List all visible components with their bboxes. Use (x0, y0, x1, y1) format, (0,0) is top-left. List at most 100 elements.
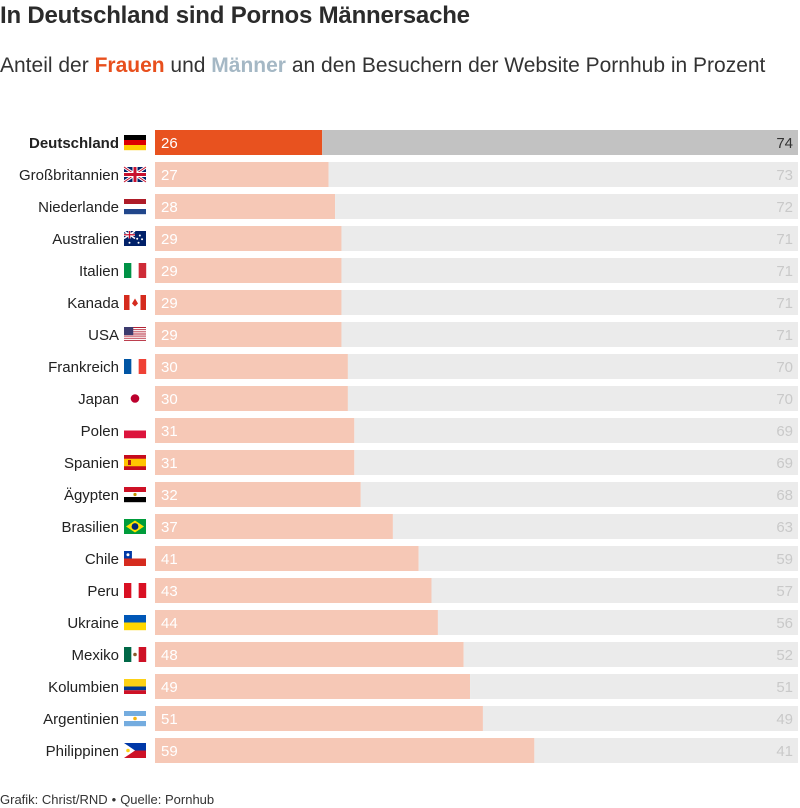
category-label: Kanada (67, 295, 119, 312)
bar-men (418, 546, 798, 571)
bar-women (155, 578, 432, 603)
bar-row-mexiko: Mexiko 48 52 (71, 642, 798, 667)
value-label-women: 32 (161, 487, 178, 504)
flag-it-icon (124, 263, 147, 278)
flag-fr-icon (124, 359, 147, 374)
bar-row-niederlande: Niederlande 28 72 (38, 194, 798, 219)
flag-nl-icon (124, 199, 146, 215)
value-label-women: 37 (161, 519, 178, 536)
chart-subtitle: Anteil der Frauen und Männer an den Besu… (0, 50, 790, 82)
flag-mx-icon (124, 647, 147, 662)
value-label-men: 69 (776, 423, 793, 440)
value-label-women: 29 (161, 231, 178, 248)
bar-men (431, 578, 798, 603)
value-label-women: 49 (161, 679, 178, 696)
value-label-men: 73 (776, 167, 793, 184)
value-label-women: 41 (161, 551, 178, 568)
bar-women (155, 194, 336, 219)
category-label: Australien (52, 231, 119, 248)
bar-row-frankreich: Frankreich 30 70 (48, 354, 798, 379)
value-label-men: 71 (776, 231, 793, 248)
bar-women (155, 162, 329, 187)
bar-women (155, 546, 419, 571)
bar-row-brasilien: Brasilien 37 63 (61, 514, 798, 539)
category-label: Japan (78, 391, 119, 408)
value-label-men: 57 (776, 583, 793, 600)
bar-men (470, 674, 798, 699)
flag-co-icon (124, 679, 146, 694)
value-label-men: 72 (776, 199, 793, 216)
value-label-men: 51 (776, 679, 793, 696)
bar-women (155, 642, 464, 667)
bar-women (155, 386, 348, 411)
flag-us-icon (124, 327, 146, 342)
value-label-men: 74 (776, 135, 793, 152)
value-label-men: 56 (776, 615, 793, 632)
category-label: Peru (87, 583, 119, 600)
bar-row-kolumbien: Kolumbien 49 51 (48, 674, 798, 699)
bar-men (341, 290, 798, 315)
value-label-women: 29 (161, 327, 178, 344)
chart-title: In Deutschland sind Pornos Männersache (0, 2, 470, 29)
value-label-women: 43 (161, 583, 178, 600)
bar-men (341, 226, 798, 251)
value-label-men: 49 (776, 711, 793, 728)
bar-row-australien: Australien 29 71 (52, 226, 798, 251)
bar-women (155, 418, 355, 443)
value-label-women: 26 (161, 135, 178, 152)
value-label-women: 44 (161, 615, 178, 632)
value-label-men: 71 (776, 327, 793, 344)
bar-women (155, 322, 342, 347)
category-label: Argentinien (43, 711, 119, 728)
bar-women (155, 514, 393, 539)
bar-men (341, 322, 798, 347)
bar-men (392, 514, 798, 539)
bar-men (347, 386, 798, 411)
bar-men (347, 354, 798, 379)
value-label-men: 52 (776, 647, 793, 664)
subtitle-suffix: an den Besuchern der Website Pornhub in … (285, 54, 766, 77)
value-label-women: 30 (161, 359, 178, 376)
bar-row-peru: Peru 43 57 (87, 578, 798, 603)
bar-men (482, 706, 798, 731)
category-label: Frankreich (48, 359, 119, 376)
value-label-women: 51 (161, 711, 178, 728)
flag-pe-icon (124, 583, 147, 598)
category-label: Ägypten (64, 487, 119, 504)
flag-ar-icon (124, 711, 146, 727)
value-label-men: 70 (776, 359, 793, 376)
subtitle-men-label: Männer (211, 54, 286, 77)
bar-women (155, 738, 535, 763)
stacked-bar-chart: Deutschland 26 74 Großbritannien 27 73 Niederl… (19, 130, 798, 763)
bar-men (463, 642, 798, 667)
value-label-men: 68 (776, 487, 793, 504)
footer: Grafik: Christ/RND • Quelle: Pornhub (0, 792, 214, 807)
footer-credit: Grafik: Christ/RND (0, 792, 108, 807)
bar-row-japan: Japan 30 70 (78, 386, 798, 411)
subtitle-connector: und (164, 54, 212, 77)
bar-row--gypten: Ägypten 32 68 (64, 482, 798, 507)
subtitle-women-label: Frauen (94, 54, 165, 77)
bar-row-kanada: Kanada 29 71 (67, 290, 798, 315)
bar-men (335, 194, 798, 219)
category-label: Philippinen (46, 743, 119, 760)
bar-row-philippinen: Philippinen 59 41 (46, 738, 798, 763)
footer-separator: • (111, 792, 117, 807)
value-label-men: 41 (776, 743, 793, 760)
subtitle-prefix: Anteil der (0, 54, 95, 77)
bar-men (437, 610, 798, 635)
value-label-women: 28 (161, 199, 178, 216)
bar-row-spanien: Spanien 31 69 (64, 450, 798, 475)
flag-ph-icon (124, 743, 146, 758)
bar-row-polen: Polen 31 69 (81, 418, 798, 443)
value-label-women: 30 (161, 391, 178, 408)
category-label: Ukraine (67, 615, 119, 632)
bar-women (155, 450, 355, 475)
flag-es-icon (124, 455, 146, 470)
value-label-women: 31 (161, 455, 178, 472)
value-label-men: 69 (776, 455, 793, 472)
category-label: Mexiko (71, 647, 119, 664)
flag-de-icon (124, 135, 146, 151)
bar-row-usa: USA 29 71 (88, 322, 798, 347)
value-label-women: 29 (161, 263, 178, 280)
